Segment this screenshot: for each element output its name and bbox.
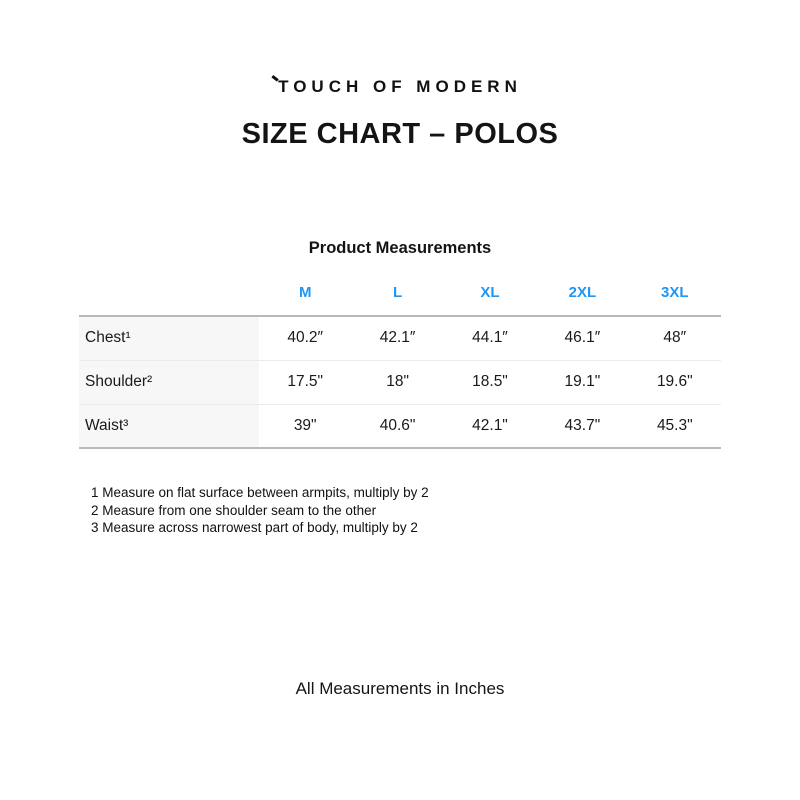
size-header-row: M L XL 2XL 3XL bbox=[79, 284, 721, 317]
row-label-shoulder: Shoulder² bbox=[79, 359, 259, 404]
chest-value-2xl: 46.1″ bbox=[564, 329, 601, 347]
shoulder-value-3xl: 19.6" bbox=[628, 359, 721, 404]
waist-value-m: 39" bbox=[259, 403, 352, 449]
waist-value-xl: 42.1" bbox=[443, 403, 537, 449]
footnote-2: 2 Measure from one shoulder seam to the … bbox=[91, 502, 377, 518]
size-table: M L XL 2XL 3XL Chest¹ 40.2″ 42.1″ 44.1″ … bbox=[79, 284, 721, 449]
size-header-3xl: 3XL bbox=[628, 284, 721, 317]
footnote-3: 3 Measure across narrowest part of body,… bbox=[91, 520, 418, 535]
size-header-empty-cell bbox=[79, 284, 259, 317]
row-label-chest: Chest¹ bbox=[79, 316, 259, 360]
chest-value-3xl: 48″ bbox=[663, 329, 687, 347]
waist-value-2xl: 43.7" bbox=[536, 403, 629, 449]
table-row-chest: Chest¹ 40.2″ 42.1″ 44.1″ 46.1″ 48″ bbox=[79, 316, 721, 360]
table-caption: Product Measurements bbox=[308, 239, 492, 257]
shoulder-value-l: 18" bbox=[351, 359, 444, 404]
brand-logo: TOUCH OF MODERN bbox=[271, 74, 522, 97]
shoulder-value-2xl: 19.1" bbox=[536, 359, 629, 404]
measurements-unit-note: All Measurements in Inches bbox=[295, 679, 505, 698]
waist-value-l: 40.6" bbox=[351, 403, 444, 449]
size-header-2xl: 2XL bbox=[536, 284, 629, 317]
chest-value-m: 40.2″ bbox=[287, 329, 324, 347]
table-row-waist: Waist³ 39" 40.6" 42.1" 43.7" 45.3" bbox=[79, 403, 721, 449]
footnotes: 1 Measure on flat surface between armpit… bbox=[79, 484, 721, 537]
size-header-l: L bbox=[351, 284, 444, 317]
size-header-xl: XL bbox=[443, 284, 537, 317]
chest-value-l: 42.1″ bbox=[379, 329, 416, 347]
footnote-1: 1 Measure on flat surface between armpit… bbox=[91, 485, 429, 500]
shoulder-value-xl: 18.5" bbox=[443, 359, 537, 404]
row-label-waist: Waist³ bbox=[79, 403, 259, 449]
shoulder-value-m: 17.5" bbox=[259, 359, 352, 404]
chest-value-xl: 44.1″ bbox=[472, 329, 508, 347]
page-title: SIZE CHART – POLOS bbox=[241, 118, 559, 150]
logo-t-tick-mark bbox=[271, 74, 279, 82]
size-header-m: M bbox=[259, 284, 352, 317]
table-row-shoulder: Shoulder² 17.5" 18" 18.5" 19.1" 19.6" bbox=[79, 359, 721, 404]
page-header: TOUCH OF MODERN SIZE CHART – POLOS bbox=[0, 0, 800, 151]
brand-logo-text: TOUCH OF MODERN bbox=[278, 77, 522, 96]
waist-value-3xl: 45.3" bbox=[628, 403, 721, 449]
